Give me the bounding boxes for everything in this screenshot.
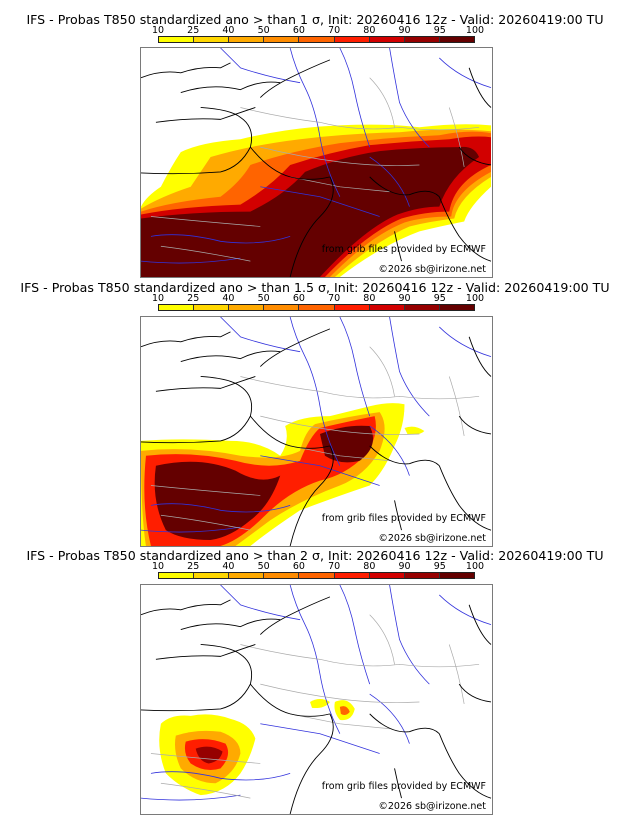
colorbar-segment (299, 37, 335, 42)
colorbar-segment (439, 305, 474, 310)
colorbar-segment (229, 573, 265, 578)
colorbar-tick-label: 80 (363, 25, 376, 36)
probability-shading (159, 699, 355, 796)
rivers (141, 317, 492, 533)
colorbar-tick-label: 95 (433, 25, 446, 36)
panel-2-sigma-1-5: IFS - Probas T850 standardized ano > tha… (20, 280, 610, 547)
colorbar-segment (439, 573, 474, 578)
colorbar-tick-label: 25 (187, 561, 200, 572)
colorbar-tick-label: 90 (398, 25, 411, 36)
colorbar-tick-label: 80 (363, 293, 376, 304)
colorbar-segment (264, 573, 300, 578)
probability-map: from grib files provided by ECMWF ©2026 … (140, 47, 493, 278)
panel-title: IFS - Probas T850 standardized ano > tha… (26, 12, 604, 27)
colorbar-tick-label: 10 (151, 561, 165, 572)
colorbar-ticks: 10 25 40 50 60 70 80 90 95 100 (152, 25, 484, 37)
colorbar-tick-label: 60 (292, 293, 305, 304)
rivers (141, 48, 492, 264)
coastlines (141, 596, 492, 814)
credit-source: from grib files provided by ECMWF (321, 781, 486, 792)
colorbar-tick-label: 50 (257, 293, 270, 304)
colorbar-tick-label: 10 (151, 293, 165, 304)
probability-shading (141, 403, 425, 546)
colorbar (158, 36, 475, 43)
colorbar-tick-label: 100 (465, 25, 485, 36)
colorbar-segment (334, 305, 370, 310)
colorbar (158, 572, 475, 579)
colorbar-tick-label: 80 (363, 561, 376, 572)
colorbar-tick-label: 60 (292, 25, 305, 36)
colorbar-tick-label: 50 (257, 561, 270, 572)
credit-copyright: ©2026 sb@irizone.net (378, 264, 486, 275)
credit-copyright: ©2026 sb@irizone.net (378, 801, 486, 812)
colorbar-tick-label: 60 (292, 561, 305, 572)
credit-copyright: ©2026 sb@irizone.net (378, 533, 486, 544)
colorbar-tick-label: 70 (328, 293, 341, 304)
colorbar-ticks: 10 25 40 50 60 70 80 90 95 100 (152, 293, 484, 305)
colorbar-tick-label: 40 (222, 293, 235, 304)
map-canvas (141, 585, 492, 814)
colorbar-segment (159, 37, 195, 42)
coastlines (141, 59, 492, 277)
colorbar-tick-label: 10 (151, 25, 165, 36)
borders (150, 614, 480, 799)
map-canvas (141, 317, 492, 546)
colorbar-segment (159, 573, 195, 578)
map-canvas (141, 48, 492, 277)
panel-title: IFS - Probas T850 standardized ano > tha… (20, 280, 610, 295)
colorbar-tick-label: 95 (433, 561, 446, 572)
colorbar-tick-label: 40 (222, 561, 235, 572)
colorbar-segment (194, 37, 230, 42)
colorbar-tick-label: 90 (398, 293, 411, 304)
colorbar-segment (264, 305, 300, 310)
colorbar-segment (299, 573, 335, 578)
colorbar-tick-label: 50 (257, 25, 270, 36)
colorbar (158, 304, 475, 311)
credit-source: from grib files provided by ECMWF (321, 244, 486, 255)
colorbar-segment (369, 573, 405, 578)
panel-1-sigma-1: IFS - Probas T850 standardized ano > tha… (0, 0, 630, 280)
probability-map: from grib files provided by ECMWF ©2026 … (140, 584, 493, 815)
coastlines (141, 328, 492, 546)
colorbar-tick-label: 25 (187, 25, 200, 36)
colorbar-segment (229, 305, 265, 310)
borders (150, 77, 480, 262)
colorbar-segment (264, 37, 300, 42)
colorbar-ticks: 10 25 40 50 60 70 80 90 95 100 (152, 561, 484, 573)
colorbar-segment (369, 37, 405, 42)
colorbar-segment (194, 305, 230, 310)
colorbar-tick-label: 70 (328, 561, 341, 572)
colorbar-segment (299, 305, 335, 310)
colorbar-segment (334, 573, 370, 578)
colorbar-segment (369, 305, 405, 310)
colorbar-segment (334, 37, 370, 42)
colorbar-segment (439, 37, 474, 42)
colorbar-segment (194, 573, 230, 578)
colorbar-segment (229, 37, 265, 42)
colorbar-tick-label: 25 (187, 293, 200, 304)
colorbar-tick-label: 90 (398, 561, 411, 572)
credit-source: from grib files provided by ECMWF (321, 513, 486, 524)
colorbar-tick-label: 100 (465, 561, 485, 572)
colorbar-tick-label: 70 (328, 25, 341, 36)
colorbar-tick-label: 95 (433, 293, 446, 304)
borders (150, 346, 480, 531)
probability-map: from grib files provided by ECMWF ©2026 … (140, 316, 493, 547)
colorbar-segment (404, 573, 440, 578)
colorbar-tick-label: 40 (222, 25, 235, 36)
rivers (141, 585, 492, 801)
colorbar-segment (404, 37, 440, 42)
colorbar-tick-label: 100 (465, 293, 485, 304)
colorbar-segment (159, 305, 195, 310)
colorbar-segment (404, 305, 440, 310)
panel-title: IFS - Probas T850 standardized ano > tha… (26, 548, 604, 563)
